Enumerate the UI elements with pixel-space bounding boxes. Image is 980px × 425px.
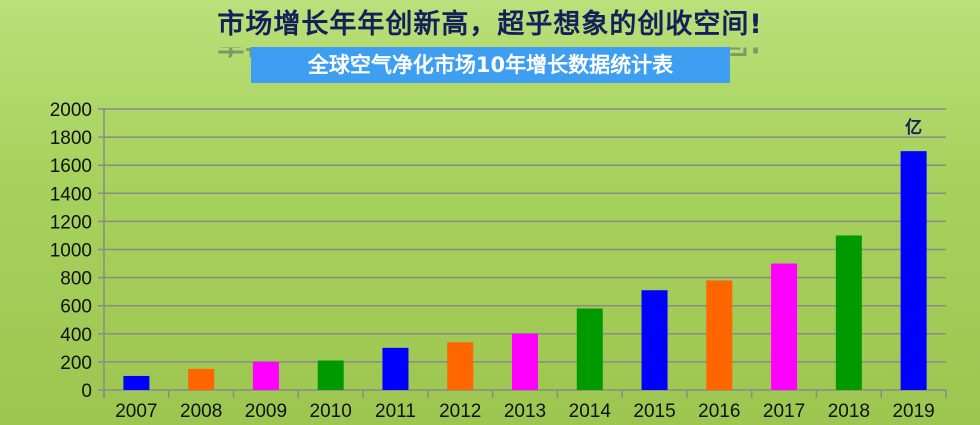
y-tick-label: 600	[60, 297, 92, 318]
bar-2017	[771, 263, 798, 390]
x-tick-label: 2011	[375, 401, 416, 422]
y-tick-label: 1200	[50, 212, 92, 233]
bar-2014	[576, 308, 603, 390]
unit-label: 亿	[905, 117, 922, 138]
x-tick-label: 2015	[633, 401, 675, 422]
bar-2011	[382, 347, 409, 390]
x-tick-label: 2009	[245, 401, 287, 422]
x-tick-label: 2019	[892, 401, 934, 422]
x-tick-label: 2010	[310, 401, 352, 422]
y-tick-label: 400	[60, 325, 92, 346]
x-tick-label: 2013	[504, 401, 546, 422]
y-tick-label: 1400	[50, 184, 92, 205]
x-tick-label: 2018	[828, 401, 870, 422]
x-tick-label: 2016	[698, 401, 740, 422]
x-tick-label: 2007	[115, 401, 157, 422]
x-tick-label: 2017	[763, 401, 805, 422]
y-tick-label: 1600	[50, 156, 92, 177]
y-tick-label: 2000	[50, 100, 92, 121]
bar-2008	[188, 368, 215, 390]
x-tick-label: 2014	[569, 401, 612, 422]
bar-2010	[317, 360, 344, 390]
bar-2009	[252, 361, 279, 390]
bar-2019	[900, 151, 927, 390]
chart-title: 全球空气净化市场10年增长数据统计表	[251, 47, 730, 83]
bar-2016	[706, 280, 733, 390]
bar-2013	[512, 333, 538, 390]
headline: 市场增长年年创新高，超乎想象的创收空间!	[217, 9, 763, 40]
y-tick-label: 0	[81, 381, 92, 402]
y-tick-label: 800	[60, 269, 92, 290]
y-tick-label: 1000	[50, 241, 92, 262]
bar-2018	[835, 235, 862, 390]
bar-2015	[641, 290, 668, 390]
y-tick-label: 1800	[50, 128, 92, 149]
x-tick-label: 2008	[180, 401, 222, 422]
bar-2012	[447, 342, 474, 390]
y-tick-label: 200	[60, 353, 92, 374]
x-tick-label: 2012	[439, 401, 481, 422]
bar-2007	[123, 375, 150, 390]
